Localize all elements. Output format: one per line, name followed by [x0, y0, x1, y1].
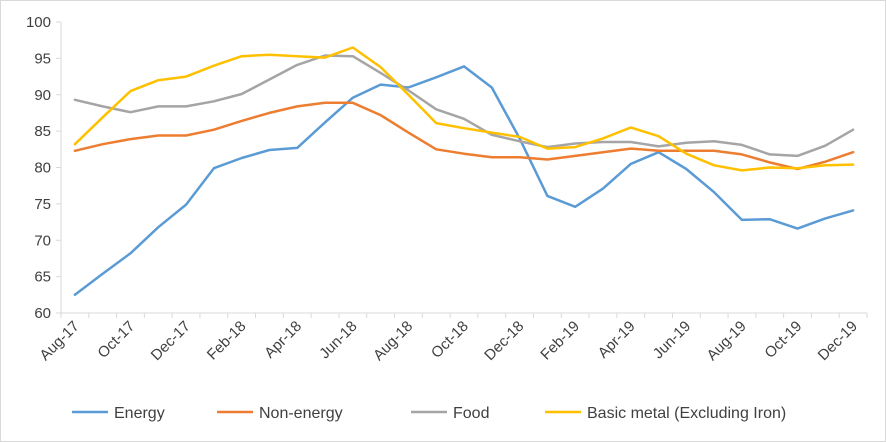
y-tick-label: 90: [34, 87, 51, 104]
x-tick-label: Feb-19: [537, 318, 583, 364]
x-tick-label: Aug-19: [704, 318, 750, 364]
x-tick-label: Jun-19: [650, 318, 694, 362]
x-tick-label: Oct-18: [428, 318, 472, 362]
legend-label-basic-metal-excluding-iron: Basic metal (Excluding Iron): [587, 405, 786, 422]
y-tick-label: 65: [34, 269, 51, 286]
y-tick-label: 100: [26, 14, 51, 31]
y-tick-label: 85: [34, 123, 51, 140]
x-tick-label: Dec-19: [815, 318, 861, 364]
legend-label-food: Food: [453, 405, 489, 422]
y-tick-label: 60: [34, 305, 51, 322]
series-line-basic-metal-excluding-iron: [73, 46, 855, 172]
x-tick-label: Oct-19: [761, 318, 805, 362]
x-tick-label: Apr-18: [261, 318, 305, 362]
x-tick-label: Apr-19: [595, 318, 639, 362]
y-tick-label: 80: [34, 160, 51, 177]
series-layer: [73, 46, 855, 297]
x-tick-label: Aug-18: [370, 318, 416, 364]
x-tick-label: Dec-17: [148, 318, 194, 364]
x-tick-label: Feb-18: [204, 318, 250, 364]
y-tick-label: 75: [34, 196, 51, 213]
series-line-non-energy: [73, 101, 855, 171]
x-tick-label: Oct-17: [94, 318, 138, 362]
x-tick-label: Jun-18: [316, 318, 360, 362]
series-line-energy: [73, 65, 855, 297]
legend: Energy Non-energy Food Basic metal (Excludi…: [72, 405, 786, 422]
legend-label-energy: Energy: [114, 405, 165, 422]
y-tick-label: 70: [34, 232, 51, 249]
y-tick-label: 95: [34, 50, 51, 67]
x-tick-label: Dec-18: [481, 318, 527, 364]
series-line-food: [73, 54, 855, 158]
legend-label-non-energy: Non-energy: [259, 405, 343, 422]
x-tick-label: Aug-17: [36, 318, 82, 364]
